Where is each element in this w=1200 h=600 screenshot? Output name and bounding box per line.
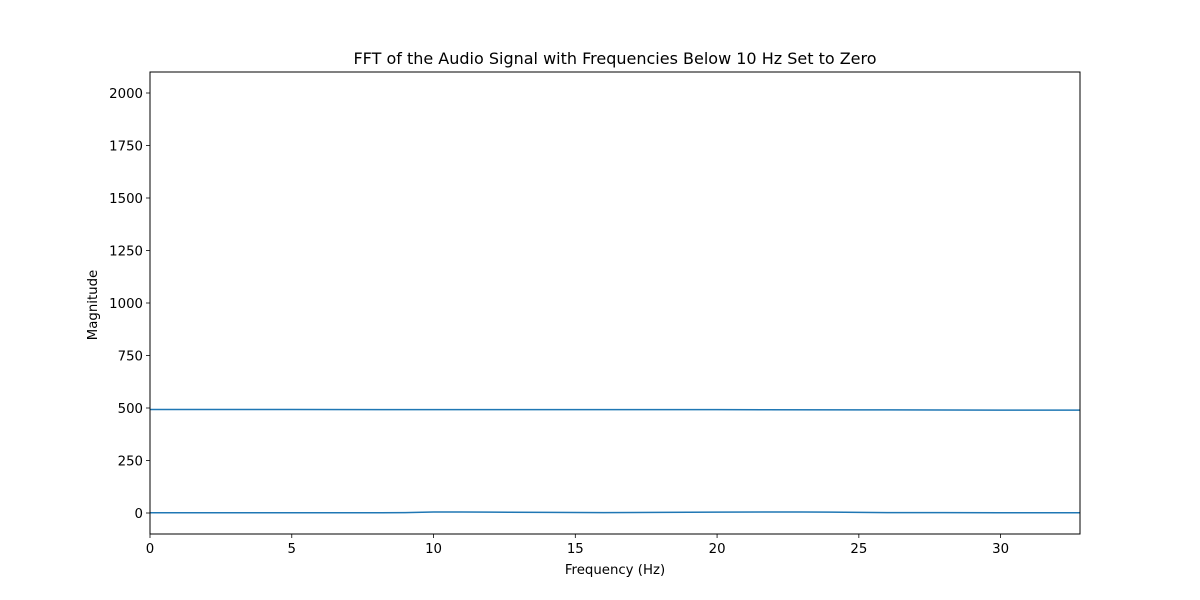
x-tick-label: 0 (146, 542, 154, 557)
y-tick-label: 250 (118, 455, 143, 470)
series-layer (150, 408, 1080, 514)
x-tick-label: 5 (288, 542, 296, 557)
x-axis-label: Frequency (Hz) (565, 563, 665, 578)
chart-title: FFT of the Audio Signal with Frequencies… (353, 49, 876, 68)
x-axis-ticks: 0 5 10 15 20 25 30 (146, 534, 1009, 557)
y-tick-label: 2000 (109, 87, 143, 102)
y-tick-label: 1750 (109, 140, 143, 155)
y-tick-label: 0 (135, 507, 143, 522)
y-tick-label: 1500 (109, 192, 143, 207)
series-line-2 (150, 511, 1080, 514)
y-axis-label: Magnitude (86, 270, 101, 340)
series-line-1 (150, 408, 1080, 411)
x-tick-label: 30 (992, 542, 1009, 557)
y-axis-ticks: 0 250 500 750 1000 1250 1500 1750 2000 (109, 87, 150, 522)
y-tick-label: 750 (118, 350, 143, 365)
y-tick-label: 1000 (109, 297, 143, 312)
x-tick-label: 15 (567, 542, 584, 557)
y-tick-label: 500 (118, 402, 143, 417)
x-tick-label: 20 (709, 542, 726, 557)
x-tick-label: 25 (850, 542, 867, 557)
x-tick-label: 10 (425, 542, 442, 557)
y-tick-label: 1250 (109, 245, 143, 260)
